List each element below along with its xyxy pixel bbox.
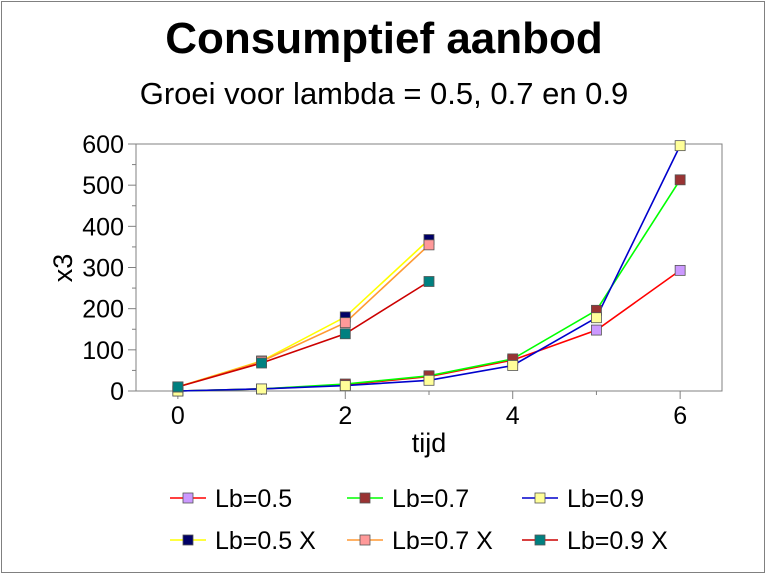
- x-tick-label: 4: [506, 402, 520, 430]
- legend-label: Lb=0.7 X: [392, 527, 493, 555]
- data-point: [256, 357, 267, 369]
- legend-marker: [182, 534, 194, 546]
- data-point: [423, 276, 435, 287]
- chart-subtitle: Groei voor lambda = 0.5, 0.7 en 0.9: [139, 76, 629, 111]
- legend-marker: [359, 534, 371, 546]
- data-point: [423, 374, 435, 386]
- data-point: [339, 380, 351, 392]
- data-point: [674, 264, 686, 276]
- legend-label: Lb=0.5 X: [215, 527, 316, 555]
- data-point: [591, 324, 602, 336]
- data-point: [507, 360, 519, 371]
- data-point: [423, 239, 435, 251]
- series-line: [177, 244, 430, 388]
- data-point: [591, 312, 602, 324]
- data-point: [339, 317, 351, 329]
- legend-label: Lb=0.9 X: [567, 527, 668, 555]
- legend-label: Lb=0.7: [392, 485, 469, 513]
- y-tick-label: 100: [82, 337, 124, 365]
- plot-area: [172, 140, 686, 397]
- y-tick-label: 0: [110, 378, 124, 406]
- series-line: [177, 280, 430, 388]
- y-tick-label: 200: [82, 296, 124, 324]
- legend-marker: [534, 534, 546, 546]
- x-tick-label: 2: [338, 402, 352, 430]
- legend-marker: [534, 492, 546, 504]
- y-tick-label: 500: [82, 172, 124, 200]
- legend-marker: [359, 492, 371, 504]
- y-axis-label: x3: [48, 254, 78, 283]
- data-point: [339, 328, 351, 340]
- legend-marker: [182, 492, 194, 504]
- legend: Lb=0.5 Lb=0.7 Lb=0.9 Lb=0.5 X Lb=0.7 X Lb=0.9…: [170, 485, 668, 555]
- plot-frame: [135, 143, 723, 392]
- y-tick-label: 600: [82, 131, 124, 159]
- legend-label: Lb=0.9: [567, 485, 644, 513]
- y-tick-label: 400: [82, 213, 124, 241]
- series-line: [177, 238, 430, 388]
- legend-label: Lb=0.5: [215, 485, 292, 513]
- chart-title: Consumptief aanbod: [165, 14, 603, 63]
- data-point: [674, 174, 686, 186]
- series-line: [177, 145, 681, 392]
- data-point: [256, 383, 267, 395]
- x-tick-label: 6: [673, 402, 687, 430]
- data-point: [674, 140, 686, 152]
- y-tick-label: 300: [82, 255, 124, 283]
- data-point: [172, 381, 184, 393]
- axes: 0 100 200 300 400 500 600 0 2 4 6: [82, 131, 723, 430]
- x-axis-label: tijd: [412, 428, 447, 458]
- x-tick-label: 0: [171, 402, 185, 430]
